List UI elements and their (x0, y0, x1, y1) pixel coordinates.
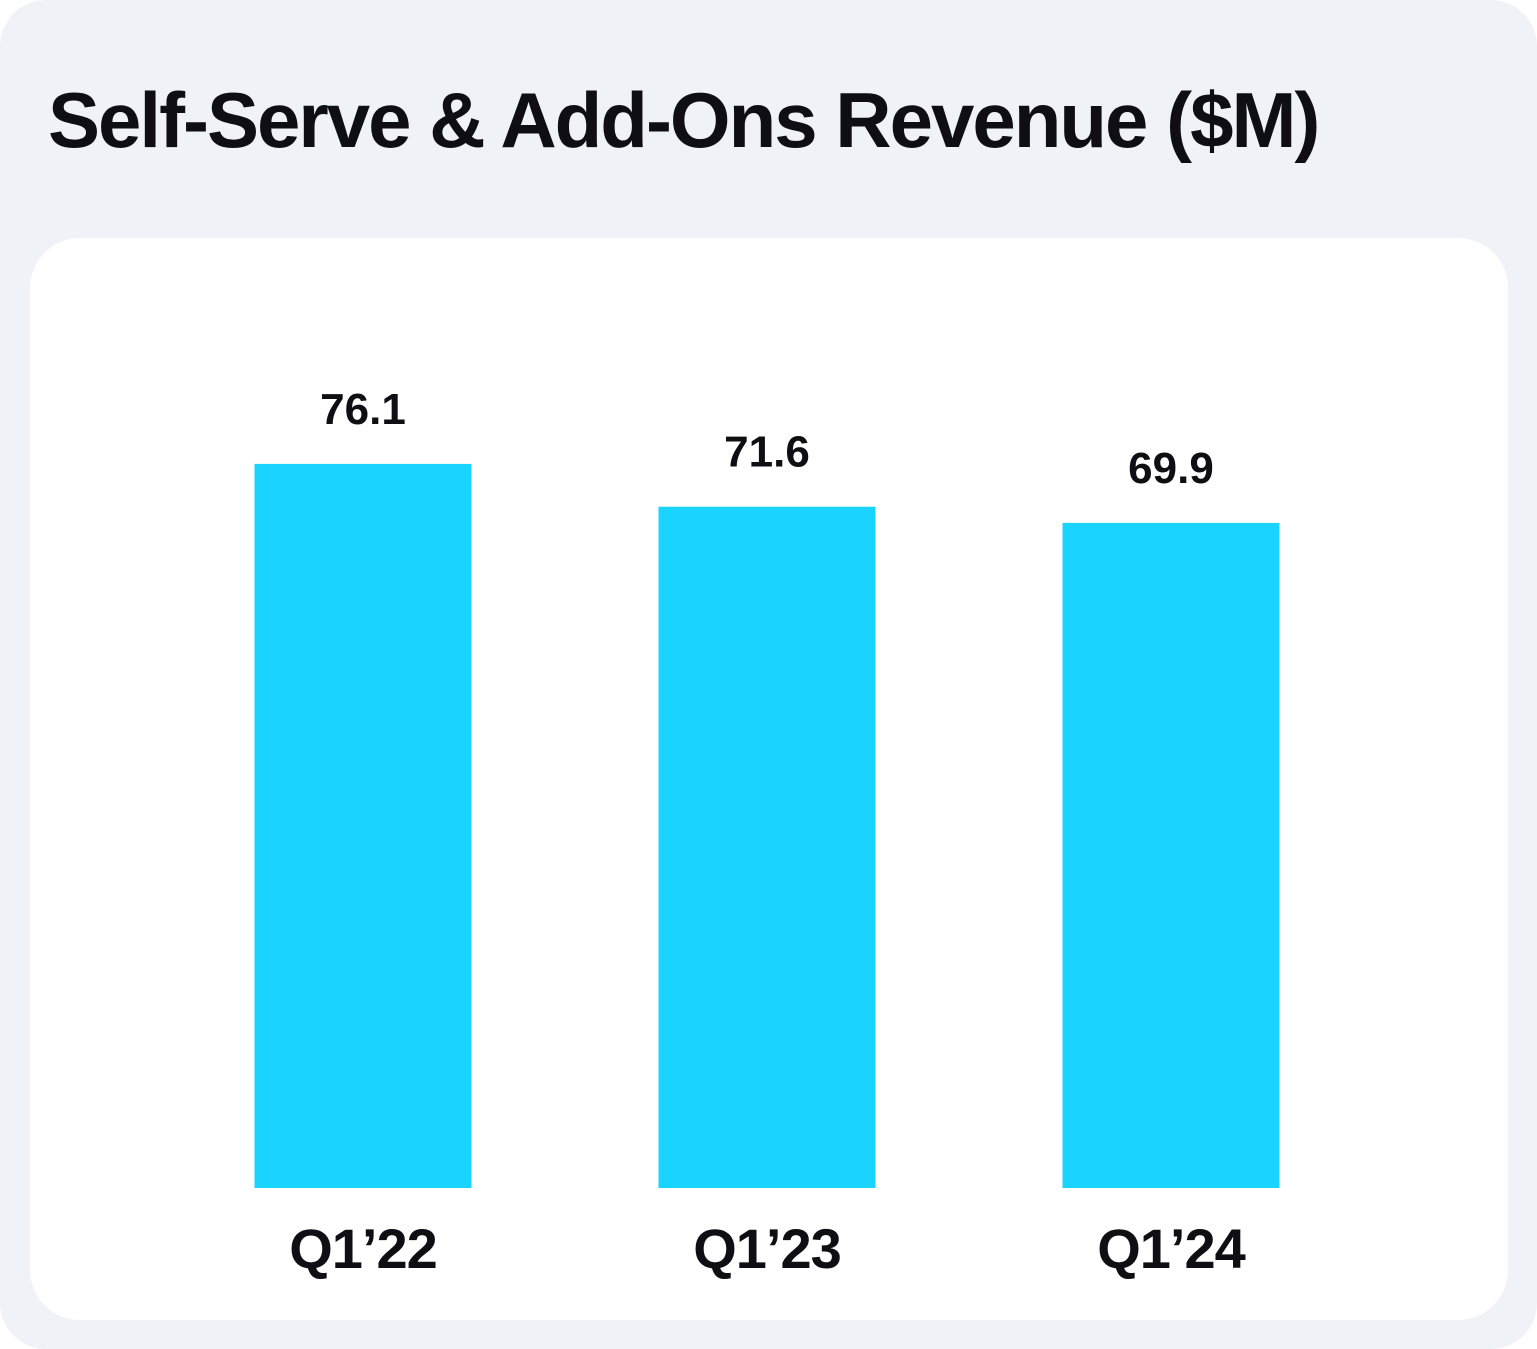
chart-title: Self-Serve & Add-Ons Revenue ($M) (48, 76, 1320, 164)
bar-value-label: 69.9 (1128, 444, 1214, 493)
x-tick-label: Q1’23 (693, 1217, 841, 1280)
bar-value-label: 71.6 (724, 428, 810, 477)
bar-3 (1062, 522, 1280, 1188)
bar-1 (254, 463, 472, 1188)
bar-value-label: 76.1 (320, 385, 406, 434)
x-tick-label: Q1’22 (289, 1217, 437, 1280)
chart-panel: 76.1 Q1’22 71.6 Q1’23 69.9 Q1’24 (30, 238, 1508, 1320)
bar-chart: 76.1 Q1’22 71.6 Q1’23 69.9 Q1’24 (254, 385, 1280, 1280)
bar-2 (658, 506, 876, 1188)
x-tick-label: Q1’24 (1097, 1217, 1245, 1280)
